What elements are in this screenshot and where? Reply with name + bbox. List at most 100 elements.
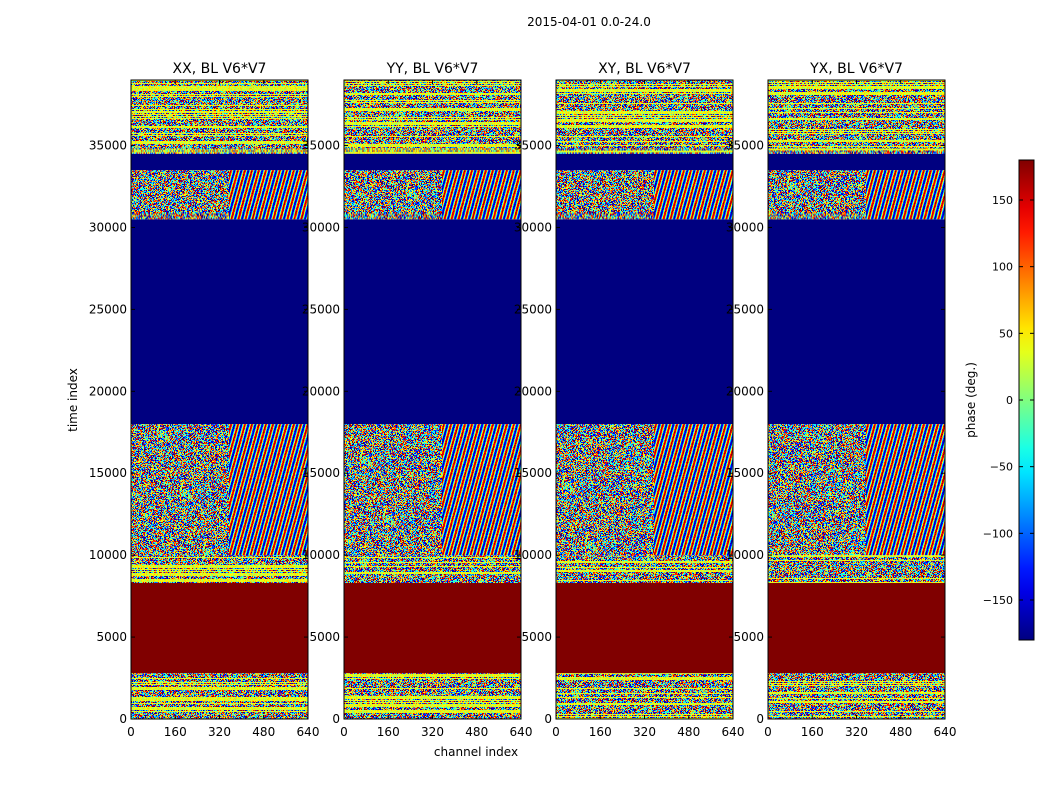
band-noise-0 — [556, 673, 733, 719]
y-tick-label: 5000 — [96, 630, 127, 644]
y-tick-label: 15000 — [514, 466, 552, 480]
y-tick-label: 30000 — [514, 220, 552, 234]
panel-xx: XX, BL V6*V7 0 160 320 480 640 0 5000 10000 15000… — [89, 61, 320, 739]
colorbar-tick-label: 0 — [1006, 394, 1013, 407]
x-tick-label: 320 — [421, 725, 444, 739]
x-tick-label: 480 — [465, 725, 488, 739]
colorbar-tick-label: −50 — [990, 461, 1013, 474]
x-tick-label: 0 — [552, 725, 560, 739]
x-tick-label: 480 — [677, 725, 700, 739]
x-tick-label: 480 — [252, 725, 275, 739]
band-noise-7 — [556, 80, 733, 154]
x-tick-label: 640 — [934, 725, 957, 739]
band-noise-green-2 — [768, 555, 945, 584]
y-tick-label: 25000 — [726, 302, 764, 316]
y-tick-label: 15000 — [89, 466, 127, 480]
x-tick-label: 480 — [889, 725, 912, 739]
band-noise-green-2 — [131, 555, 308, 584]
colorbar: 150 100 50 0 −50 −100 −150 phase (deg.) — [964, 159, 1035, 641]
x-tick-label: 320 — [633, 725, 656, 739]
panel-xy: XY, BL V6*V7 0 160 320 480 640 0 5000 10000 15000… — [514, 61, 745, 739]
y-tick-label: 35000 — [514, 139, 552, 153]
band-noise-0 — [768, 673, 945, 719]
band-noise-fringe-5 — [131, 170, 308, 220]
y-tick-label: 15000 — [726, 466, 764, 480]
band-noise-fringe-3 — [131, 424, 308, 556]
x-tick-label: 0 — [340, 725, 348, 739]
x-tick-label: 640 — [722, 725, 745, 739]
y-tick-label: 20000 — [302, 384, 340, 398]
band-noise-7 — [768, 80, 945, 154]
panel-title: YX, BL V6*V7 — [809, 61, 903, 77]
colorbar-label: phase (deg.) — [964, 362, 978, 438]
colorbar-tick-label: 150 — [992, 194, 1013, 207]
band-noise-fringe-5 — [344, 170, 521, 220]
y-tick-label: 5000 — [309, 630, 340, 644]
band-saturated-1 — [768, 583, 945, 674]
y-tick-label: 0 — [756, 712, 764, 726]
band-noise-green-2 — [556, 555, 733, 584]
x-tick-label: 160 — [377, 725, 400, 739]
x-tick-label: 320 — [845, 725, 868, 739]
y-axis-label: time index — [66, 368, 80, 432]
band-flagged-4 — [768, 219, 945, 425]
y-tick-label: 15000 — [302, 466, 340, 480]
band-noise-fringe-5 — [768, 170, 945, 220]
band-flagged-4 — [344, 219, 521, 425]
band-noise-7 — [344, 80, 521, 154]
band-noise-fringe-3 — [768, 424, 945, 556]
colorbar-tick-label: 50 — [999, 327, 1013, 340]
y-tick-label: 10000 — [302, 548, 340, 562]
band-noise-0 — [344, 673, 521, 719]
panels-group: XX, BL V6*V7 0 160 320 480 640 0 5000 10000 15000… — [89, 61, 957, 739]
y-tick-label: 20000 — [726, 384, 764, 398]
y-tick-label: 10000 — [726, 548, 764, 562]
y-tick-label: 25000 — [302, 302, 340, 316]
y-tick-label: 25000 — [89, 302, 127, 316]
x-tick-label: 160 — [801, 725, 824, 739]
y-tick-label: 0 — [544, 712, 552, 726]
band-noise-0 — [131, 673, 308, 719]
y-tick-label: 5000 — [521, 630, 552, 644]
band-flagged-6 — [556, 153, 733, 171]
y-tick-label: 0 — [119, 712, 127, 726]
y-tick-label: 10000 — [89, 548, 127, 562]
x-tick-label: 0 — [764, 725, 772, 739]
figure-suptitle: 2015-04-01 0.0-24.0 — [527, 15, 651, 29]
y-tick-label: 20000 — [89, 384, 127, 398]
panel-title: YY, BL V6*V7 — [386, 61, 479, 77]
y-tick-label: 35000 — [89, 139, 127, 153]
band-saturated-1 — [556, 583, 733, 674]
y-tick-label: 35000 — [302, 139, 340, 153]
band-noise-fringe-3 — [344, 424, 521, 556]
panel-yy: YY, BL V6*V7 0 160 320 480 640 0 5000 10000 15000… — [302, 61, 533, 739]
band-flagged-6 — [131, 153, 308, 171]
band-saturated-1 — [131, 583, 308, 674]
x-tick-label: 640 — [510, 725, 533, 739]
band-flagged-6 — [344, 153, 521, 171]
band-flagged-4 — [556, 219, 733, 425]
x-tick-label: 0 — [127, 725, 135, 739]
x-tick-label: 160 — [164, 725, 187, 739]
y-tick-label: 30000 — [726, 220, 764, 234]
panel-title: XX, BL V6*V7 — [173, 61, 267, 77]
x-tick-label: 320 — [208, 725, 231, 739]
band-flagged-4 — [131, 219, 308, 425]
band-noise-fringe-3 — [556, 424, 733, 556]
band-saturated-1 — [344, 583, 521, 674]
panel-title: XY, BL V6*V7 — [598, 61, 691, 77]
band-noise-fringe-5 — [556, 170, 733, 220]
y-tick-label: 0 — [332, 712, 340, 726]
y-tick-label: 30000 — [89, 220, 127, 234]
y-tick-label: 25000 — [514, 302, 552, 316]
colorbar-tick-label: −150 — [983, 594, 1013, 607]
panel-yx: YX, BL V6*V7 0 160 320 480 640 0 5000 10000 15000… — [726, 61, 957, 739]
band-noise-green-2 — [344, 555, 521, 584]
y-tick-label: 30000 — [302, 220, 340, 234]
y-tick-label: 35000 — [726, 139, 764, 153]
x-tick-label: 160 — [589, 725, 612, 739]
colorbar-tick-label: −100 — [983, 527, 1013, 540]
colorbar-tick-label: 100 — [992, 261, 1013, 274]
y-tick-label: 10000 — [514, 548, 552, 562]
